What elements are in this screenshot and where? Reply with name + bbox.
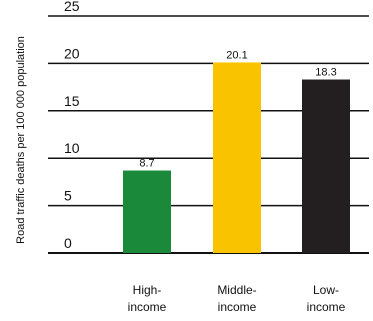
- y-tick-labels: 0 5 10 15 20 25: [64, 0, 80, 251]
- y-axis-title: Road traffic deaths per 100 000 populati…: [15, 36, 27, 244]
- y-tick-label: 0: [64, 235, 72, 251]
- category-label: High-: [133, 283, 162, 297]
- category-label: income: [218, 300, 257, 314]
- bar-1: [213, 62, 261, 254]
- y-tick-label: 20: [64, 45, 80, 61]
- y-tick-label: 10: [64, 140, 80, 156]
- bar-0: [123, 170, 171, 253]
- y-tick-label: 15: [64, 93, 80, 109]
- bars: [123, 62, 350, 254]
- data-label: 8.7: [139, 158, 154, 170]
- y-tick-label: 25: [64, 0, 80, 14]
- data-labels: 8.7 20.1 18.3: [139, 49, 336, 169]
- category-label: Low-: [313, 283, 339, 297]
- data-label: 18.3: [315, 67, 336, 79]
- bar-2: [302, 79, 350, 254]
- category-label: Middle-: [217, 283, 256, 297]
- category-label: income: [128, 300, 167, 314]
- category-label: income: [307, 300, 346, 314]
- data-label: 20.1: [226, 49, 247, 61]
- category-labels: High-income Middle-income Low-income: [128, 283, 346, 314]
- y-tick-label: 5: [64, 188, 72, 204]
